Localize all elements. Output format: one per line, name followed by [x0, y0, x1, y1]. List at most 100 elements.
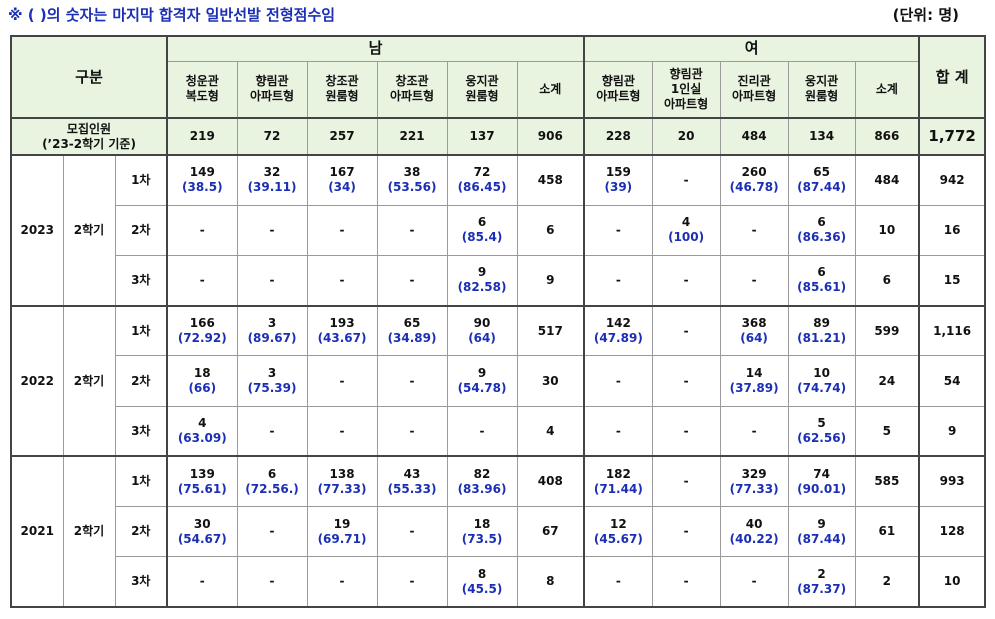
score-value: (64) [468, 331, 496, 346]
count-value: 4 [546, 423, 555, 438]
count-value: - [683, 423, 689, 438]
round-cell: 2차 [114, 204, 168, 257]
count-value: - [199, 574, 205, 589]
count-value: 8 [546, 574, 555, 589]
count-value: 9 [546, 272, 555, 287]
recruit-value: 484 [719, 116, 789, 156]
score-value: (69.71) [317, 531, 367, 546]
score-value: (54.78) [457, 381, 507, 396]
data-cell: 12 (45.67) [583, 506, 653, 558]
data-cell: 8 [516, 556, 585, 608]
score-value: (43.67) [317, 331, 367, 346]
count-value: - [409, 524, 415, 539]
count-value: 40 [745, 516, 763, 531]
data-cell: 72 (86.45) [446, 154, 518, 206]
recruit-value: 221 [376, 116, 448, 156]
count-value: 6 [267, 466, 277, 481]
data-cell: 6 (86.36) [787, 204, 856, 257]
count-value: 3 [267, 366, 277, 381]
count-value: 167 [329, 165, 355, 180]
term-cell: 2학기 [62, 154, 116, 307]
data-cell: 18 (73.5) [446, 506, 518, 558]
score-value: (73.5) [461, 531, 503, 546]
score-value: (90.01) [797, 481, 847, 496]
round-cell: 3차 [114, 556, 168, 608]
female-col-header: 향림관 1인실 아파트형 [651, 60, 721, 119]
count-value: 30 [541, 373, 559, 388]
year-cell: 2021 [10, 455, 64, 608]
data-cell: 18 (66) [166, 355, 238, 407]
data-cell: 32 (39.11) [236, 154, 308, 206]
data-cell: - [166, 255, 238, 307]
data-cell: 128 [918, 506, 986, 558]
data-cell: - [306, 204, 378, 257]
score-value: (47.89) [593, 331, 643, 346]
count-value: - [339, 222, 345, 237]
data-cell: 54 [918, 355, 986, 407]
count-value: 82 [473, 466, 491, 481]
count-value: 6 [882, 272, 892, 287]
count-value: 5 [882, 423, 892, 438]
data-cell: 5 (62.56) [787, 405, 856, 457]
count-value: - [683, 574, 689, 589]
count-value: 8 [477, 566, 487, 581]
score-value: (100) [668, 230, 705, 245]
score-value: (87.44) [797, 180, 847, 195]
data-cell: - [651, 455, 721, 508]
count-value: 10 [878, 222, 896, 237]
count-value: 4 [681, 215, 691, 230]
score-value: (82.58) [457, 280, 507, 295]
data-cell: - [651, 154, 721, 206]
count-value: 89 [813, 316, 830, 331]
data-cell: 3 (89.67) [236, 304, 308, 357]
year-cell: 2023 [10, 154, 64, 307]
count-value: 65 [403, 316, 421, 331]
data-cell: 90 (64) [446, 304, 518, 357]
count-value: 139 [189, 466, 215, 481]
round-cell: 1차 [114, 455, 168, 508]
data-cell: 6 (72.56.) [236, 455, 308, 508]
data-cell: - [306, 556, 378, 608]
data-cell: 65 (87.44) [787, 154, 856, 206]
count-value: 10 [943, 574, 961, 589]
count-value: 2 [817, 566, 826, 581]
score-value: (39.11) [247, 180, 297, 195]
count-value: - [615, 423, 621, 438]
data-cell: - [446, 405, 518, 457]
score-value: (38.5) [181, 180, 223, 195]
data-cell: 14 (37.89) [719, 355, 789, 407]
score-value: (86.45) [457, 180, 507, 195]
data-cell: - [306, 255, 378, 307]
data-cell: - [583, 556, 653, 608]
count-value: 128 [939, 524, 965, 539]
data-cell: - [651, 506, 721, 558]
score-value: (87.44) [797, 531, 847, 546]
count-value: - [269, 524, 275, 539]
count-value: - [409, 574, 415, 589]
count-value: 1,116 [933, 323, 972, 338]
count-value: - [615, 373, 621, 388]
data-cell: 24 [854, 355, 920, 407]
data-cell: - [166, 204, 238, 257]
female-col-header: 진리관 아파트형 [719, 60, 789, 119]
count-value: - [339, 423, 345, 438]
data-cell: 182 (71.44) [583, 455, 653, 508]
score-value: (55.33) [387, 481, 437, 496]
data-cell: - [651, 355, 721, 407]
count-value: 14 [745, 366, 763, 381]
count-value: - [269, 574, 275, 589]
data-cell: - [719, 255, 789, 307]
data-cell: 368 (64) [719, 304, 789, 357]
count-value: 6 [817, 215, 826, 230]
data-cell: - [306, 355, 378, 407]
data-cell: 6 [516, 204, 585, 257]
male-col-header: 청운관 복도형 [166, 60, 238, 119]
score-value: (45.67) [593, 531, 643, 546]
count-value: 12 [609, 516, 627, 531]
count-value: 90 [473, 316, 491, 331]
data-cell: 9 [516, 255, 585, 307]
count-value: 9 [477, 265, 487, 280]
count-value: - [409, 222, 415, 237]
data-cell: 8 (45.5) [446, 556, 518, 608]
data-cell: 1,116 [918, 304, 986, 357]
